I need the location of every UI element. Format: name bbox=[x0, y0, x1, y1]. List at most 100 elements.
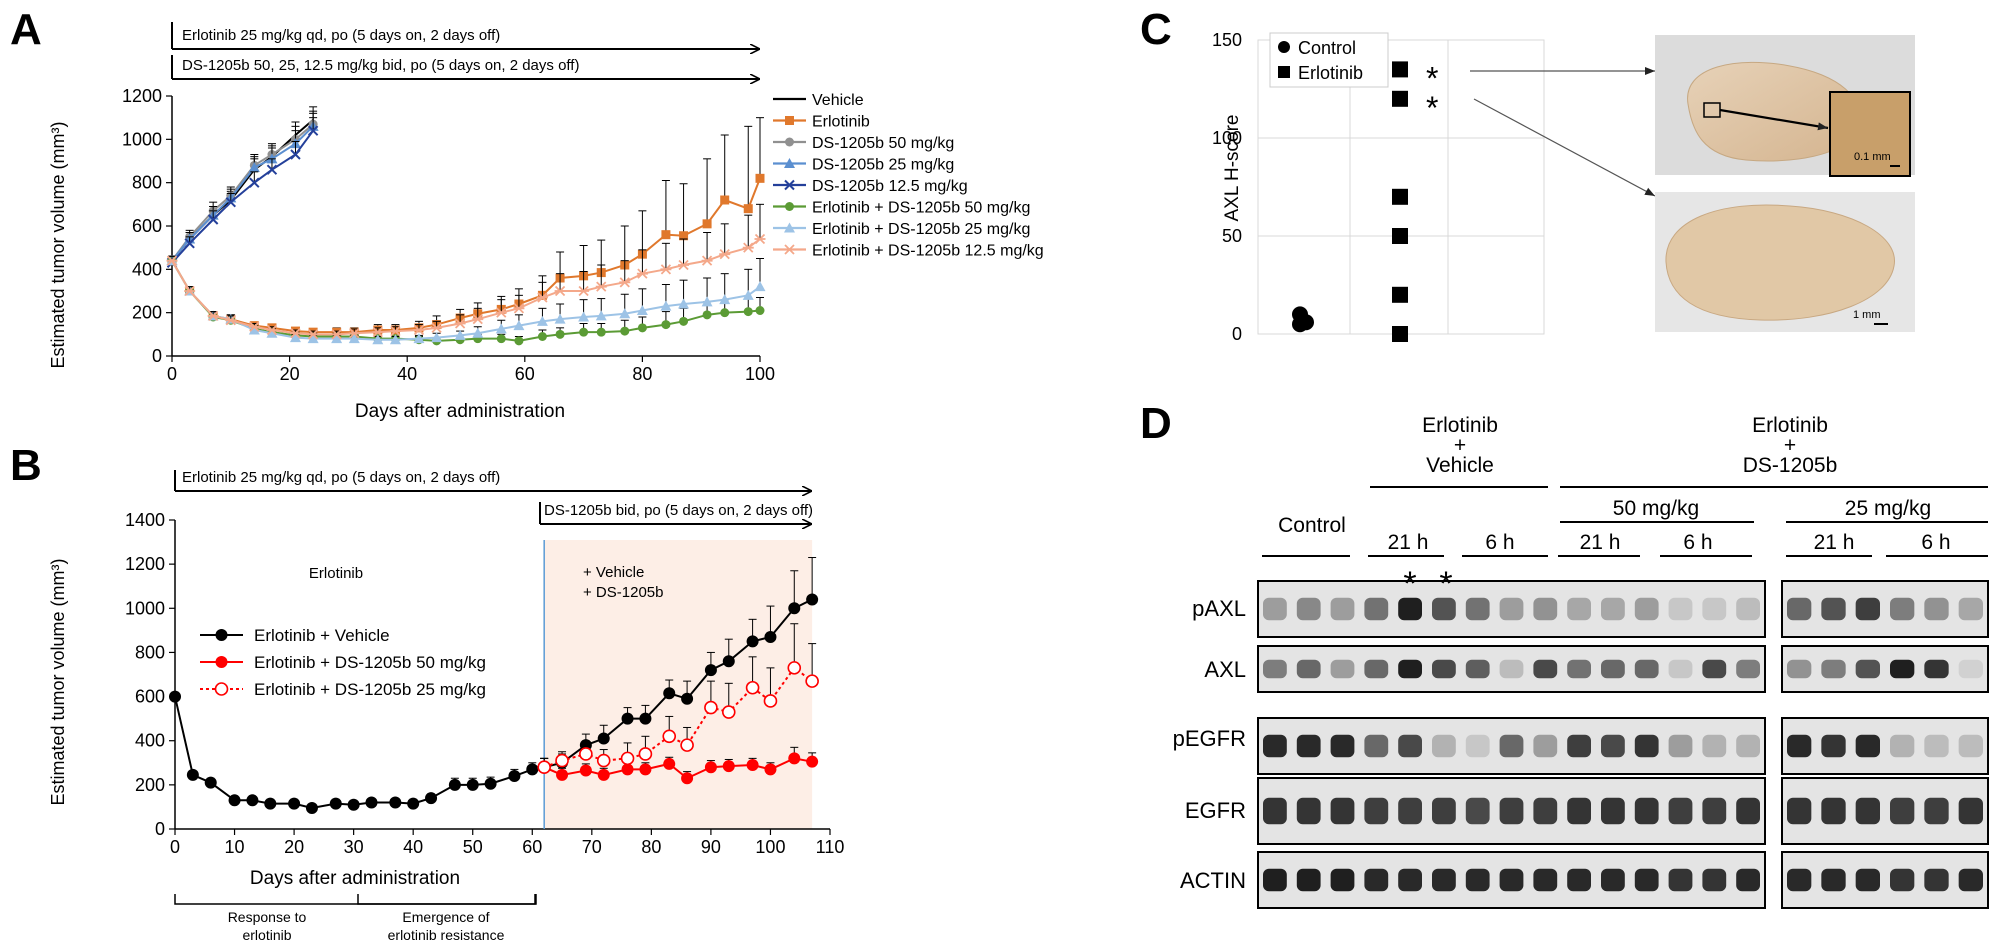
data-point bbox=[619, 308, 631, 319]
data-point bbox=[372, 327, 384, 338]
ihc-roi-arrow bbox=[1719, 108, 1829, 131]
band bbox=[1296, 734, 1321, 758]
band bbox=[1890, 659, 1915, 679]
data-point bbox=[1392, 188, 1408, 205]
data-point bbox=[1292, 306, 1308, 323]
chart-c-legend: Control Erlotinib bbox=[1269, 32, 1389, 88]
band bbox=[1263, 797, 1287, 825]
band bbox=[1787, 659, 1812, 679]
data-point bbox=[389, 325, 401, 337]
data-point bbox=[621, 763, 634, 776]
dose-25: 25 mg/kg bbox=[1845, 497, 1931, 520]
legend-marker-6 bbox=[784, 222, 795, 233]
data-point bbox=[537, 760, 551, 775]
series-erlotinib-ds-1205b-25-mg-kg bbox=[166, 255, 766, 345]
blot-right-4 bbox=[1781, 851, 1989, 909]
band bbox=[1398, 797, 1422, 825]
x-tick-label: 50 bbox=[463, 837, 483, 857]
control-label: Control bbox=[1278, 514, 1346, 537]
band bbox=[1702, 734, 1727, 758]
treatment-ds-a: DS-1205b 50, 25, 12.5 mg/kg bid, po (5 d… bbox=[182, 57, 579, 74]
data-point bbox=[704, 700, 718, 715]
data-point bbox=[704, 761, 717, 774]
data-point bbox=[431, 332, 443, 343]
band bbox=[1958, 597, 1983, 621]
series-control bbox=[1292, 306, 1314, 333]
band bbox=[1567, 868, 1591, 892]
band bbox=[1364, 797, 1389, 825]
legend-label-0: Erlotinib + Vehicle bbox=[254, 626, 390, 645]
time-label-4: 21 h bbox=[1814, 531, 1855, 554]
data-point bbox=[636, 268, 648, 279]
band bbox=[1432, 597, 1456, 621]
data-point bbox=[348, 328, 360, 339]
y-tick-label: 400 bbox=[135, 731, 165, 751]
band bbox=[1567, 734, 1591, 758]
data-point bbox=[246, 794, 259, 807]
data-point bbox=[554, 313, 566, 324]
data-point bbox=[621, 712, 634, 725]
time-label-1: 6 h bbox=[1485, 531, 1514, 554]
blot-row-3 bbox=[1257, 777, 1989, 845]
data-point bbox=[1392, 90, 1408, 107]
band bbox=[1601, 868, 1625, 892]
chart-c-axes: 0 50 100 150 bbox=[1212, 30, 1545, 344]
x-tick-label: 70 bbox=[582, 837, 602, 857]
data-point bbox=[742, 242, 754, 253]
data-point bbox=[678, 298, 690, 309]
series-erlotinib bbox=[1392, 61, 1408, 342]
data-point bbox=[448, 778, 461, 791]
data-point bbox=[663, 687, 676, 700]
legend-marker-2 bbox=[785, 137, 794, 147]
data-point bbox=[207, 310, 219, 322]
data-point bbox=[701, 296, 713, 307]
band bbox=[1296, 797, 1321, 825]
chart-a-xlabel: Days after administration bbox=[355, 401, 565, 422]
band bbox=[1634, 597, 1659, 621]
band bbox=[1330, 868, 1355, 892]
panel-b: B Erlotinib 25 mg/kg qd, po (5 days on, … bbox=[10, 441, 844, 943]
data-point bbox=[407, 797, 420, 810]
time-label-5: 6 h bbox=[1921, 531, 1950, 554]
x-tick-label: 100 bbox=[755, 837, 785, 857]
y-tick-label: 200 bbox=[135, 775, 165, 795]
panel-label-c: C bbox=[1140, 5, 1172, 54]
data-point bbox=[248, 324, 260, 335]
panel-a: A Erlotinib 25 mg/kg qd, po (5 days on, … bbox=[10, 5, 1044, 422]
blot-right-1 bbox=[1781, 645, 1989, 693]
data-point bbox=[514, 336, 524, 346]
panel-d: D Erlotinib + Vehicle Erlotinib + DS-120… bbox=[1140, 399, 1989, 909]
data-point bbox=[579, 747, 593, 761]
band bbox=[1296, 868, 1321, 892]
data-point bbox=[431, 322, 443, 333]
treatment-ds-b: DS-1205b bid, po (5 days on, 2 days off) bbox=[544, 502, 813, 519]
band bbox=[1668, 868, 1693, 892]
x-tick-label: 20 bbox=[280, 364, 300, 384]
legend-marker-1 bbox=[215, 656, 228, 668]
chart-c-legend-box bbox=[1269, 32, 1389, 88]
legend-marker-1 bbox=[785, 116, 794, 125]
band bbox=[1567, 597, 1591, 621]
data-point bbox=[365, 796, 378, 809]
data-point bbox=[184, 238, 195, 249]
band bbox=[1432, 734, 1456, 758]
asterisk-lane-6: * bbox=[1439, 565, 1452, 603]
band bbox=[1787, 734, 1812, 758]
band bbox=[1634, 734, 1659, 758]
legend-label-5: Erlotinib + DS-1205b 50 mg/kg bbox=[812, 200, 1030, 217]
y-tick-label: 0 bbox=[1232, 324, 1242, 344]
data-point bbox=[495, 307, 507, 318]
band bbox=[1263, 659, 1287, 679]
y-tick-label: 0 bbox=[152, 346, 162, 366]
x-tick-label: 40 bbox=[397, 364, 417, 384]
band bbox=[1924, 868, 1949, 892]
x-tick-label: 30 bbox=[344, 837, 364, 857]
data-point bbox=[595, 281, 607, 292]
data-point bbox=[788, 602, 801, 615]
chart-a-plot bbox=[166, 106, 766, 346]
legend-label-3: DS-1205b 25 mg/kg bbox=[812, 157, 954, 174]
band bbox=[1263, 597, 1287, 621]
band bbox=[1465, 797, 1490, 825]
data-point bbox=[746, 758, 759, 771]
data-point bbox=[305, 802, 318, 815]
